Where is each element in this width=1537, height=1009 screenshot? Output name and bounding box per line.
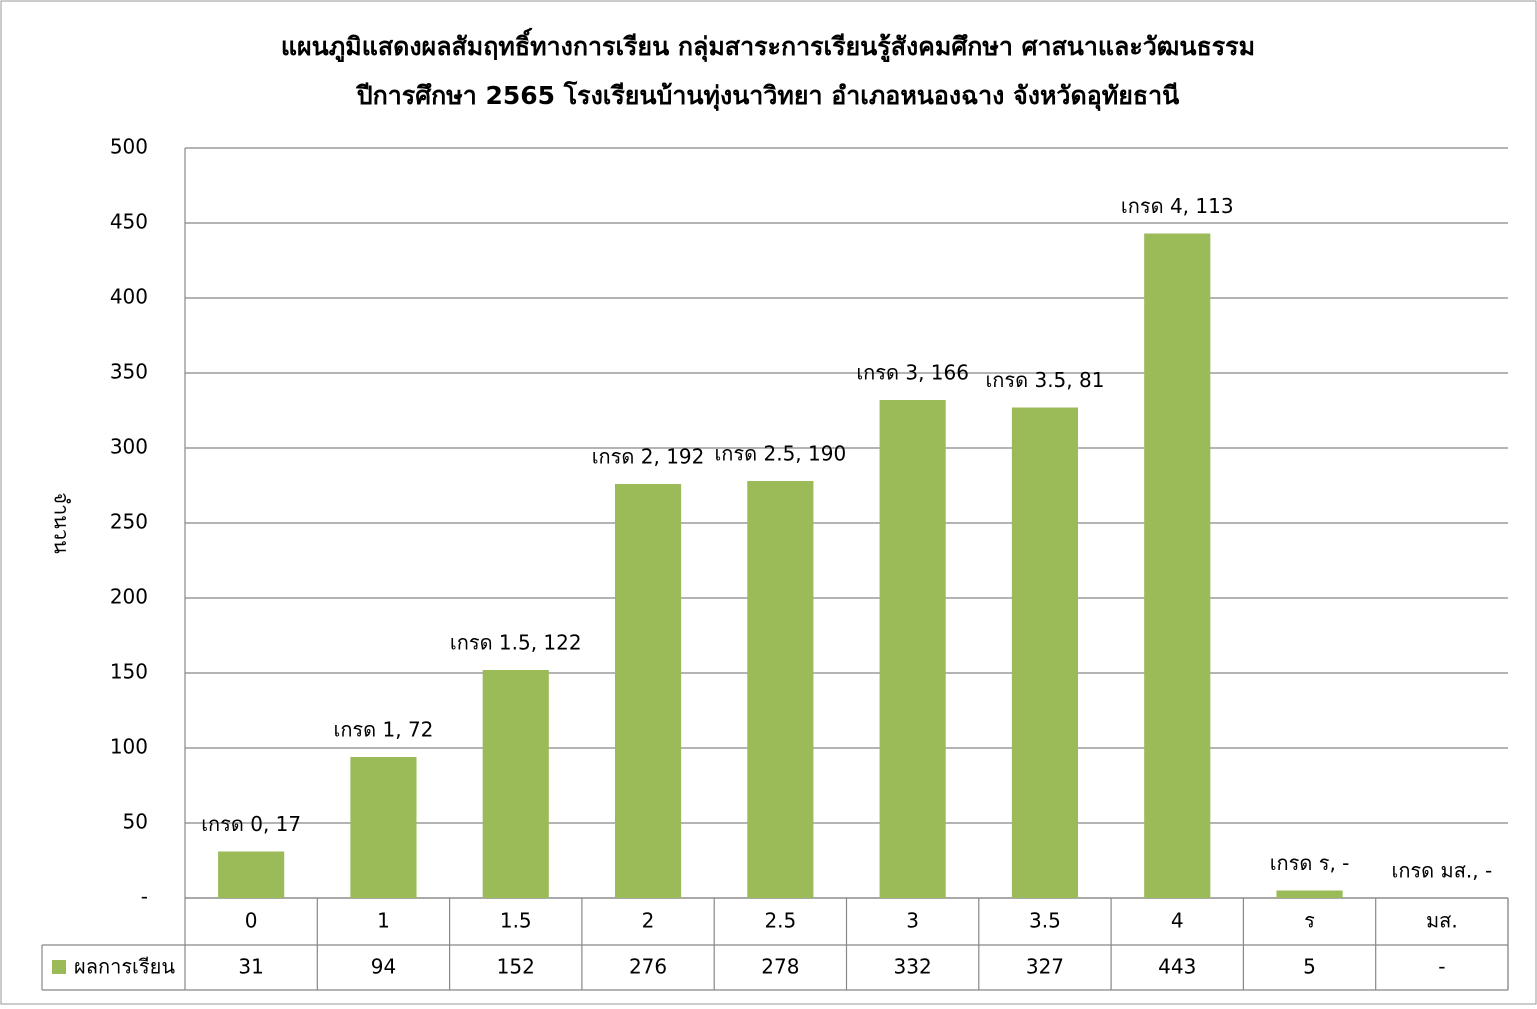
x-tick-label: 0 [245, 909, 258, 933]
chart-subtitle: ปีการศึกษา 2565 โรงเรียนบ้านทุ่งนาวิทยา … [355, 80, 1179, 112]
bar [614, 484, 682, 898]
table-value: 94 [371, 955, 396, 979]
y-axis-title: จำนวน [50, 492, 74, 554]
y-tick-label: 200 [110, 585, 148, 609]
annotation: เกรด มส., - [1391, 859, 1492, 883]
x-tick-label: 4 [1171, 909, 1184, 933]
y-tick-label: 100 [110, 735, 148, 759]
annotation: เกรด 3, 166 [856, 361, 969, 385]
legend-swatch [52, 960, 66, 974]
table-value: 31 [238, 955, 263, 979]
x-tick-label: 2 [642, 909, 655, 933]
table-value: 5 [1303, 955, 1316, 979]
chart-title: แผนภูมิแสดงผลสัมฤทธิ์ทางการเรียน กลุ่มสา… [281, 27, 1255, 63]
bar [218, 851, 285, 898]
y-tick-label: 400 [110, 285, 148, 309]
annotation: เกรด 1, 72 [333, 718, 433, 742]
y-tick-label: 450 [110, 210, 148, 234]
bar [879, 400, 946, 898]
annotation: เกรด 2.5, 190 [714, 442, 846, 466]
x-tick-label: 3.5 [1029, 909, 1061, 933]
x-tick-label: มส. [1426, 909, 1458, 933]
annotation: เกรด 3.5, 81 [985, 368, 1104, 392]
bar [1276, 890, 1343, 898]
annotation: เกรด 0, 17 [201, 812, 301, 836]
y-tick-label: 500 [110, 135, 148, 159]
annotation: เกรด 2, 192 [592, 445, 705, 469]
bar [350, 757, 417, 898]
y-tick-label: 150 [110, 660, 148, 684]
y-tick-label: - [141, 885, 148, 909]
table-value: 327 [1026, 955, 1064, 979]
bar [1144, 233, 1211, 898]
table-value: 443 [1158, 955, 1196, 979]
annotation: เกรด ร, - [1270, 851, 1350, 875]
x-tick-label: 1 [377, 909, 390, 933]
table-value: 152 [497, 955, 535, 979]
y-tick-label: 350 [110, 360, 148, 384]
y-tick-label: 300 [110, 435, 148, 459]
x-tick-label: 1.5 [500, 909, 532, 933]
annotation: เกรด 1.5, 122 [450, 631, 582, 655]
bar [1011, 407, 1079, 898]
x-tick-label: 3 [906, 909, 919, 933]
table-value: 278 [761, 955, 799, 979]
table-value: 276 [629, 955, 667, 979]
legend-label: ผลการเรียน [74, 955, 175, 979]
x-tick-label: ร [1304, 909, 1315, 933]
y-tick-label: 250 [110, 510, 148, 534]
bar [482, 670, 549, 898]
bar [747, 481, 814, 898]
table-value: - [1438, 955, 1445, 979]
x-tick-label: 2.5 [764, 909, 796, 933]
annotation: เกรด 4, 113 [1121, 194, 1234, 218]
y-tick-label: 50 [123, 810, 148, 834]
table-value: 332 [894, 955, 932, 979]
